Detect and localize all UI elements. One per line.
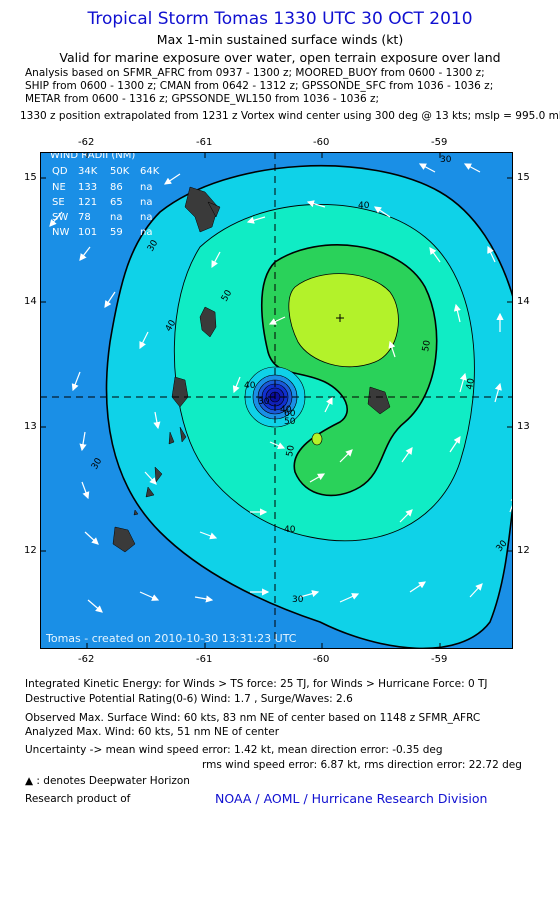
- axis-ticks: [40, 152, 513, 649]
- analysis-line-1: Analysis based on SFMR_AFRC from 0937 - …: [25, 67, 485, 79]
- lon-tick-bottom: -60: [313, 654, 330, 665]
- wind-arrows: [49, 163, 513, 613]
- island-martinique: [184, 186, 219, 233]
- radii-row-se-64: na: [140, 197, 152, 208]
- radii-row-nw-qd: NW: [52, 227, 69, 238]
- radii-row-nw-34: 101: [78, 227, 97, 238]
- island-st-lucia: [199, 306, 217, 338]
- island-grenadines: [168, 426, 187, 445]
- radii-row-se-50: 65: [110, 197, 123, 208]
- radii-row-ne-50: 86: [110, 182, 123, 193]
- lat-tick-right: 13: [517, 421, 530, 432]
- islands: [112, 186, 391, 553]
- wind-radii-title: WIND RADII (NM): [50, 152, 135, 161]
- radii-header-34k: 34K: [78, 166, 98, 177]
- wind-radii-table: WIND RADII (NM) QD 34K 50K 64K NE 133 86…: [50, 152, 160, 238]
- deepwater-legend: ▲ : denotes Deepwater Horizon: [25, 775, 190, 787]
- island-martinique-east: [207, 201, 221, 218]
- dpr-line: Destructive Potential Rating(0-6) Wind: …: [25, 693, 353, 705]
- ike-line: Integrated Kinetic Energy: for Winds > T…: [25, 678, 488, 690]
- lat-tick-left: 14: [24, 296, 37, 307]
- radii-header-50k: 50K: [110, 166, 130, 177]
- lon-tick-top: -62: [78, 137, 95, 148]
- radii-row-nw-64: na: [140, 227, 152, 238]
- map-frame: [40, 152, 513, 649]
- lat-tick-right: 15: [517, 172, 530, 183]
- lat-tick-right: 14: [517, 296, 530, 307]
- oil-rig-icon: ▲: [25, 775, 34, 787]
- org-name: NOAA / AOML / Hurricane Research Divisio…: [215, 791, 488, 806]
- radii-row-se-34: 121: [78, 197, 97, 208]
- position-note: 1330 z position extrapolated from 1231 z…: [20, 110, 560, 122]
- radii-row-nw-50: 59: [110, 227, 123, 238]
- radii-row-sw-50: na: [110, 212, 122, 223]
- radii-header-qd: QD: [52, 166, 68, 177]
- deepwater-text: : denotes Deepwater Horizon: [36, 775, 190, 787]
- lon-tick-top: -61: [196, 137, 213, 148]
- radii-row-ne-qd: NE: [52, 182, 66, 193]
- lat-tick-left: 12: [24, 545, 37, 556]
- contour-label: 30: [258, 397, 270, 407]
- contour-label: 60: [284, 409, 296, 419]
- contour-label: 50: [285, 444, 297, 457]
- lon-tick-bottom: -61: [196, 654, 213, 665]
- lat-tick-right: 12: [517, 545, 530, 556]
- lon-tick-bottom: -62: [78, 654, 95, 665]
- island-grenada: [112, 526, 136, 553]
- radii-row-sw-34: 78: [78, 212, 91, 223]
- wind-field-map: 30 40 50 40 30 40 50 30 40 30 50 30 40 3…: [40, 152, 513, 649]
- contour-label: 30: [292, 595, 304, 605]
- radii-row-ne-64: na: [140, 182, 152, 193]
- island-st-vincent: [171, 376, 189, 408]
- analyzed-max-line: Analyzed Max. Wind: 60 kts, 51 nm NE of …: [25, 726, 280, 738]
- contour-label: 40: [244, 381, 256, 391]
- contour-label: 50: [284, 417, 296, 427]
- analysis-line-3: METAR from 0600 - 1316 z; GPSSONDE_WL150…: [25, 93, 380, 105]
- band-60-plus: [288, 273, 399, 368]
- radii-row-sw-64: na: [140, 212, 152, 223]
- uncertainty-line-1: Uncertainty -> mean wind speed error: 1.…: [25, 744, 443, 756]
- lat-tick-left: 13: [24, 421, 37, 432]
- max-wind-marker: [336, 314, 344, 322]
- radii-header-64k: 64K: [140, 166, 160, 177]
- page-title: Tropical Storm Tomas 1330 UTC 30 OCT 201…: [87, 9, 473, 29]
- contour-label: 40: [465, 377, 477, 390]
- lat-tick-left: 15: [24, 172, 37, 183]
- lon-tick-top: -59: [431, 137, 448, 148]
- contour-label: 40: [358, 201, 370, 211]
- island-small: [133, 509, 139, 516]
- analysis-line-2: SHIP from 0600 - 1300 z; CMAN from 0642 …: [25, 80, 494, 92]
- lon-tick-top: -60: [313, 137, 330, 148]
- subtitle: Max 1-min sustained surface winds (kt): [156, 32, 404, 47]
- contour-label: 50: [421, 339, 433, 352]
- secondary-max: [311, 432, 323, 446]
- contour-label: 40: [280, 405, 292, 415]
- lon-tick-bottom: -59: [431, 654, 448, 665]
- uncertainty-line-2: rms wind speed error: 6.87 kt, rms direc…: [202, 759, 522, 771]
- observed-max-line: Observed Max. Surface Wind: 60 kts, 83 n…: [25, 712, 481, 724]
- contour-label: 30: [440, 155, 452, 165]
- island-carriacou: [145, 466, 163, 498]
- map-credit: Tomas - created on 2010-10-30 13:31:23 U…: [45, 632, 297, 645]
- radii-row-ne-34: 133: [78, 182, 97, 193]
- radii-row-se-qd: SE: [52, 197, 65, 208]
- contour-label: 40: [284, 525, 296, 535]
- research-label: Research product of: [25, 793, 131, 805]
- island-barbados: [367, 386, 391, 415]
- validity-note: Valid for marine exposure over water, op…: [59, 50, 501, 65]
- radii-row-sw-qd: SW: [52, 212, 68, 223]
